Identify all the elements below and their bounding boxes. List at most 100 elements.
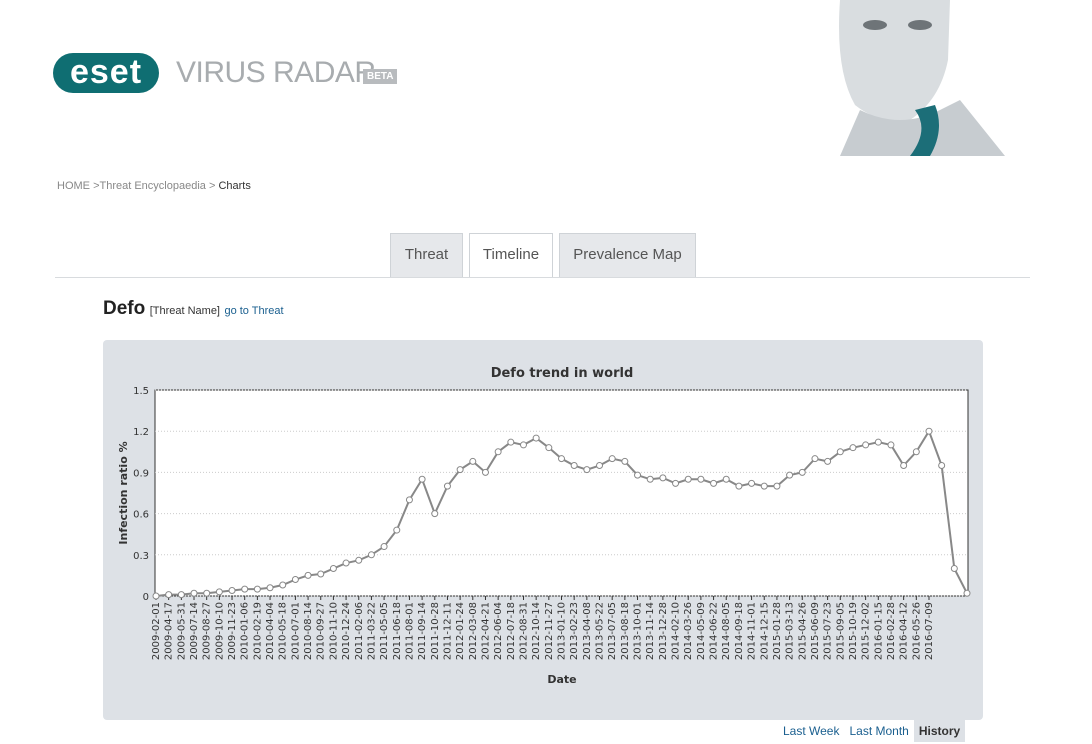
x-tick-label: 2014-08-05 — [721, 602, 732, 660]
x-tick-label: 2016-01-15 — [873, 602, 884, 660]
range-link-active[interactable]: History — [913, 720, 966, 742]
x-tick-label: 2015-06-09 — [810, 602, 821, 660]
crumb[interactable]: HOME — [57, 180, 90, 192]
range-link[interactable]: Last Month — [849, 724, 909, 738]
crumb-separator: > — [208, 180, 216, 192]
point — [570, 462, 578, 470]
point — [773, 482, 781, 490]
x-tick-label: 2010-12-24 — [341, 602, 352, 660]
tab-active[interactable]: Timeline — [469, 233, 553, 278]
range-link[interactable]: Last Week — [783, 724, 840, 738]
y-axis-label: Infection ratio % — [117, 441, 130, 544]
x-tick-label: 2015-07-23 — [823, 602, 834, 660]
x-tick-label: 2015-01-28 — [772, 602, 783, 660]
x-tick-label: 2012-06-04 — [493, 602, 504, 660]
point — [710, 479, 718, 487]
x-tick-label: 2010-01-06 — [240, 602, 251, 660]
logo[interactable]: eset — [53, 53, 159, 93]
point — [494, 448, 502, 456]
x-tick-label: 2015-04-26 — [797, 602, 808, 660]
tab[interactable]: Prevalence Map — [559, 233, 696, 277]
point — [177, 591, 185, 599]
product-name: VIRUS RADAR — [176, 56, 376, 89]
point — [621, 457, 629, 465]
x-tick-label: 2011-08-01 — [404, 602, 415, 660]
y-tick-label: 0.9 — [133, 468, 149, 479]
y-tick-label: 0 — [143, 592, 149, 603]
point — [824, 457, 832, 465]
point — [431, 510, 439, 518]
x-tick-label: 2010-05-18 — [278, 602, 289, 660]
x-tick-label: 2015-12-02 — [861, 602, 872, 660]
x-tick-label: 2009-02-01 — [151, 602, 162, 660]
point — [215, 588, 223, 596]
x-tick-label: 2011-05-05 — [379, 602, 390, 660]
x-tick-label: 2014-11-01 — [747, 602, 758, 660]
point — [760, 482, 768, 490]
x-tick-label: 2010-07-01 — [290, 602, 301, 660]
point — [266, 584, 274, 592]
plot-area — [154, 389, 969, 597]
threat-name: Defo — [103, 298, 146, 319]
x-tick-label: 2010-09-27 — [316, 602, 327, 660]
x-tick-label: 2012-10-14 — [531, 602, 542, 660]
x-tick-label: 2009-05-31 — [176, 602, 187, 660]
x-tick-label: 2011-02-06 — [354, 602, 365, 660]
point — [405, 496, 413, 504]
x-tick-label: 2013-10-01 — [633, 602, 644, 660]
point — [545, 444, 553, 452]
x-tick-label: 2009-08-27 — [202, 602, 213, 660]
point — [469, 457, 477, 465]
threat-link[interactable]: go to Threat — [224, 305, 284, 317]
point — [203, 589, 211, 597]
x-tick-label: 2009-07-14 — [189, 602, 200, 660]
x-tick-label: 2012-11-27 — [544, 602, 555, 660]
point — [329, 565, 337, 573]
point — [659, 474, 667, 482]
point — [862, 441, 870, 449]
x-tick-label: 2012-04-21 — [480, 602, 491, 660]
x-tick-label: 2016-07-09 — [924, 602, 935, 660]
x-tick-label: 2012-08-31 — [518, 602, 529, 660]
tab[interactable]: Threat — [390, 233, 463, 277]
x-tick-label: 2011-09-14 — [417, 602, 428, 660]
x-tick-label: 2010-11-10 — [328, 602, 339, 660]
point — [304, 571, 312, 579]
threat-heading: Defo [Threat Name] go to Threat — [103, 298, 284, 320]
x-tick-label: 2012-03-08 — [468, 602, 479, 660]
point — [672, 479, 680, 487]
x-tick-label: 2015-03-13 — [785, 602, 796, 660]
x-tick-label: 2014-02-10 — [671, 602, 682, 660]
point — [355, 556, 363, 564]
x-axis-label: Date — [547, 673, 576, 686]
x-tick-label: 2014-03-26 — [683, 602, 694, 660]
crumb-separator: > — [93, 180, 100, 192]
x-tick-label: 2010-02-19 — [252, 602, 263, 660]
mascot — [839, 0, 1005, 156]
x-tick-label: 2013-01-10 — [557, 602, 568, 660]
point — [735, 482, 743, 490]
point — [950, 565, 958, 573]
point — [925, 427, 933, 435]
point — [836, 448, 844, 456]
x-tick-label: 2016-05-26 — [911, 602, 922, 660]
y-tick-label: 0.3 — [133, 551, 149, 562]
point — [152, 592, 160, 600]
x-tick-label: 2015-10-19 — [848, 602, 859, 660]
point — [291, 576, 299, 584]
point — [190, 589, 198, 597]
chart-title: Defo trend in world — [491, 366, 634, 381]
x-tick-label: 2014-12-15 — [759, 602, 770, 660]
point — [507, 438, 515, 446]
point — [963, 589, 971, 597]
x-tick-label: 2015-09-05 — [835, 602, 846, 660]
point — [874, 438, 882, 446]
x-tick-label: 2016-02-28 — [886, 602, 897, 660]
crumb[interactable]: Threat Encyclopaedia — [99, 180, 206, 192]
point — [418, 475, 426, 483]
crumb: Charts — [218, 180, 251, 192]
x-tick-label: 2013-04-08 — [582, 602, 593, 660]
point — [519, 441, 527, 449]
y-tick-label: 1.5 — [133, 386, 149, 397]
